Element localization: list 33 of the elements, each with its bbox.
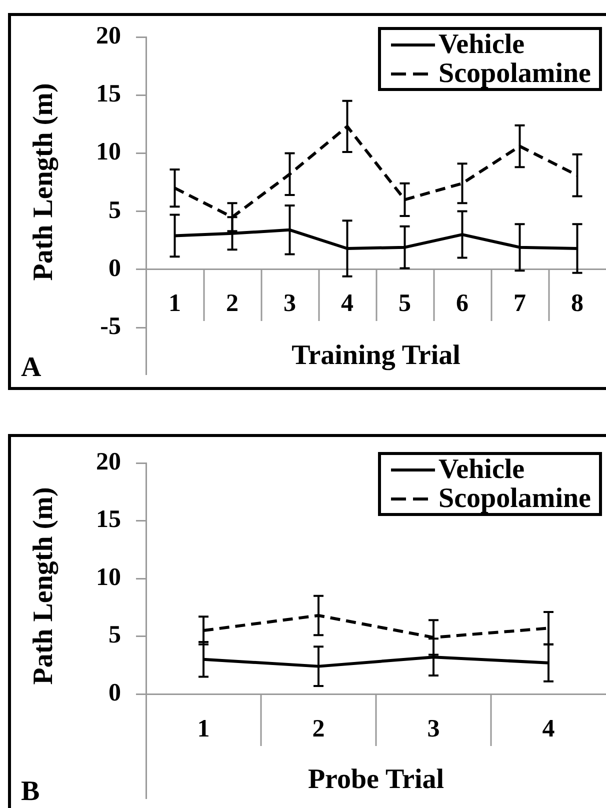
x-tick-label: 3 [284,290,296,317]
y-tick-label: 20 [96,448,121,476]
legend-label: Scopolamine [438,58,591,89]
x-tick-label: 8 [571,290,584,317]
legend-label: Vehicle [438,454,525,485]
y-tick-label: 15 [96,80,121,108]
y-tick-label: 20 [96,22,121,50]
y-tick-label: 5 [108,622,121,649]
text: B [21,776,40,808]
legend-label: Scopolamine [438,483,591,514]
x-tick-label: 4 [341,290,354,317]
x-tick-label: 3 [427,715,440,742]
x-tick-label: 1 [168,290,181,317]
y-tick-label: 10 [96,138,121,166]
y-axis-title: Path Length (m) [28,83,60,281]
legend-label: Vehicle [438,29,525,60]
x-tick-label: 6 [456,290,468,317]
x-tick-label: 4 [542,715,556,742]
y-tick-label: -5 [100,312,121,340]
x-tick-label: 1 [197,715,210,742]
x-tick-label: 2 [312,715,325,742]
x-tick-label: 2 [226,290,238,317]
y-tick-label: 15 [96,506,121,534]
y-tick-label: 0 [108,254,121,282]
y-tick-label: 5 [108,196,121,224]
y-tick-label: 10 [96,564,121,591]
text: A [21,352,42,384]
y-tick-label: 0 [108,679,121,706]
x-axis-title: Training Trial [292,340,461,372]
x-axis-title: Probe Trial [308,764,444,796]
x-tick-label: 5 [398,290,411,317]
x-tick-label: 7 [514,290,526,317]
y-axis-title: Path Length (m) [28,487,60,685]
